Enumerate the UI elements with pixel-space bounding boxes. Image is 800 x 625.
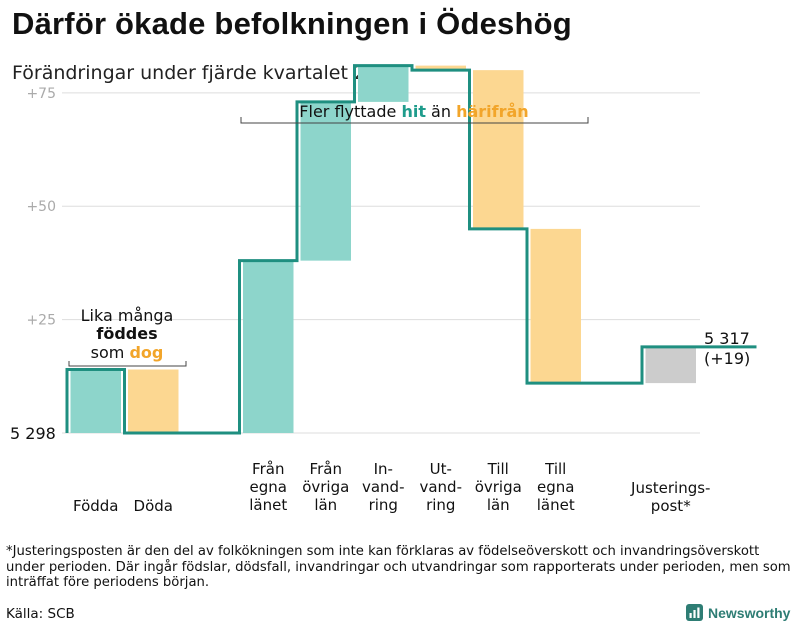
category-label: länet [249,496,287,514]
annotation-top-bracket [240,117,589,124]
category-label: ring [369,496,398,514]
bar-adjustment [645,346,696,384]
footnote: *Justeringsposten är den del av folkökni… [6,544,791,590]
y-tick-label: +50 [26,199,56,215]
y-tick-label: +25 [26,313,56,329]
bar-increase [358,65,409,102]
annotation-left-text: Lika många [81,306,174,325]
annotation-left-word: dog [129,343,163,362]
annotation-top-word: härifrån [456,102,529,121]
category-label: länet [537,496,575,514]
category-label: vand- [419,478,462,496]
category-label: Till [487,460,509,478]
end-value-label: 5 317 [704,329,750,348]
category-label: In- [374,460,393,478]
category-label: Till [544,460,566,478]
bar-decrease [415,65,466,71]
category-label: post* [651,497,691,515]
category-label: övriga [302,478,349,496]
category-label: Döda [134,497,173,515]
newsworthy-logo-icon [686,604,703,621]
y-tick-label: +75 [26,86,56,102]
bar-decrease [473,70,524,229]
running-total-line [65,64,757,435]
annotation-left-text: som dog [91,343,164,362]
category-label: Födda [73,497,119,515]
category-label: län [314,496,337,514]
bar-increase [300,101,351,261]
bar-increase [243,260,294,433]
end-change-label: (+19) [704,349,750,368]
category-label: län [487,496,510,514]
brand-name: Newsworthy [708,604,791,621]
category-label: Från [310,460,342,478]
annotation-top-word: hit [401,102,426,121]
category-label: ring [426,496,455,514]
bar-increase [70,369,121,433]
chart-title: Därför ökade befolkningen i Ödeshög [12,6,572,41]
brand-logo: Newsworthy [686,604,790,621]
category-label: vand- [362,478,405,496]
bar-decrease [530,228,581,384]
start-value-label: 5 298 [10,424,56,443]
chart-subtitle: Förändringar under fjärde kvartalet 2022 [12,62,403,84]
category-label: Ut- [430,460,452,478]
annotation-top-text: Fler flyttade hit än härifrån [299,102,528,121]
annotation-left-highlight: föddes [96,324,157,343]
category-label: Från [252,460,284,478]
annotation-left-bracket [68,361,187,367]
category-label: egna [250,478,287,496]
source: Källa: SCB [6,606,75,622]
category-label: övriga [475,478,522,496]
category-label: egna [537,478,574,496]
bar-decrease [128,369,179,433]
category-label: Justerings- [630,479,710,497]
